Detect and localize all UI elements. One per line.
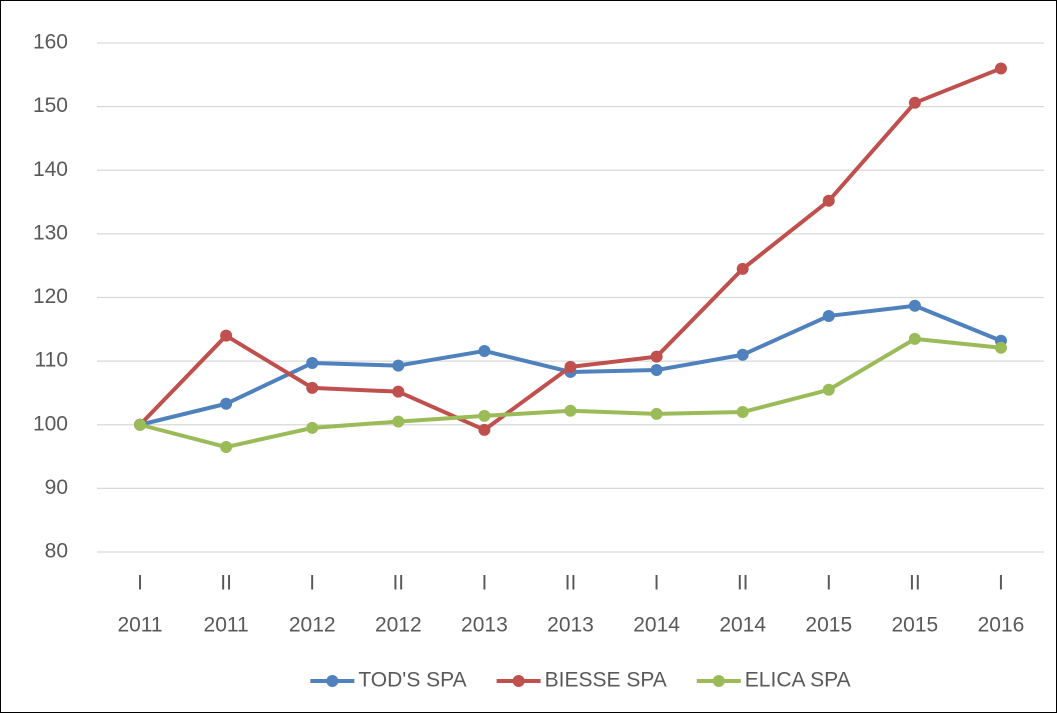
x-tick-label: 2016	[978, 614, 1025, 637]
data-point	[220, 329, 233, 342]
data-point	[564, 360, 577, 373]
data-point	[392, 385, 405, 398]
data-point	[134, 418, 147, 431]
data-point	[478, 344, 491, 357]
x-tick-label: 2015	[892, 614, 939, 637]
y-tick-label: 120	[33, 285, 68, 308]
data-point	[392, 415, 405, 428]
legend-label: ELICA SPA	[745, 669, 851, 692]
x-tick-label: II	[737, 572, 749, 595]
y-tick-label: 80	[45, 540, 68, 563]
data-point	[822, 383, 835, 396]
data-point	[736, 406, 749, 419]
x-tick-label: 2013	[461, 614, 508, 637]
y-tick-label: 100	[33, 412, 68, 435]
data-point	[736, 348, 749, 361]
y-tick-label: 90	[45, 476, 68, 499]
data-point	[650, 407, 663, 420]
data-point	[306, 421, 319, 434]
legend-item: TOD'S SPA	[310, 669, 467, 692]
data-point	[994, 341, 1007, 354]
x-tick-label: I	[998, 572, 1004, 595]
data-point	[822, 194, 835, 207]
data-point	[650, 350, 663, 363]
data-point	[736, 262, 749, 275]
data-point	[908, 96, 921, 109]
data-point	[306, 357, 319, 370]
legend-item: BIESSE SPA	[496, 669, 667, 692]
data-point	[306, 381, 319, 394]
x-tick-label: 2014	[719, 614, 766, 637]
x-tick-label: 2012	[289, 614, 336, 637]
x-tick-label: 2015	[805, 614, 852, 637]
x-tick-label: II	[565, 572, 577, 595]
y-tick-label: 140	[33, 158, 68, 181]
legend-marker	[712, 675, 725, 687]
data-point	[822, 309, 835, 322]
y-tick-label: 160	[33, 31, 68, 54]
legend-marker	[512, 675, 525, 687]
data-point	[908, 332, 921, 345]
x-tick-label: I	[826, 572, 832, 595]
legend-item: ELICA SPA	[696, 669, 851, 692]
data-point	[478, 409, 491, 422]
legend-label: BIESSE SPA	[545, 669, 667, 692]
y-tick-label: 130	[33, 221, 68, 244]
x-tick-label: II	[220, 572, 232, 595]
x-tick-label: 2014	[633, 614, 680, 637]
x-tick-label: I	[481, 572, 487, 595]
x-tick-label: II	[392, 572, 404, 595]
data-point	[994, 62, 1007, 75]
data-point	[478, 423, 491, 436]
data-point	[908, 299, 921, 312]
x-tick-label: I	[137, 572, 143, 595]
y-tick-label: 110	[35, 349, 68, 372]
x-tick-label: 2012	[375, 614, 422, 637]
data-point	[220, 397, 233, 410]
data-point	[650, 364, 663, 377]
x-tick-label: 2011	[204, 614, 249, 637]
x-tick-label: 2013	[547, 614, 594, 637]
data-point	[392, 359, 405, 372]
legend-marker	[326, 675, 339, 687]
data-point	[220, 441, 233, 454]
x-tick-label: II	[909, 572, 921, 595]
data-point	[564, 404, 577, 417]
x-tick-label: I	[654, 572, 660, 595]
y-tick-label: 150	[33, 94, 68, 117]
x-tick-label: 2011	[117, 614, 162, 637]
legend-label: TOD'S SPA	[358, 669, 466, 692]
x-tick-label: I	[309, 572, 315, 595]
